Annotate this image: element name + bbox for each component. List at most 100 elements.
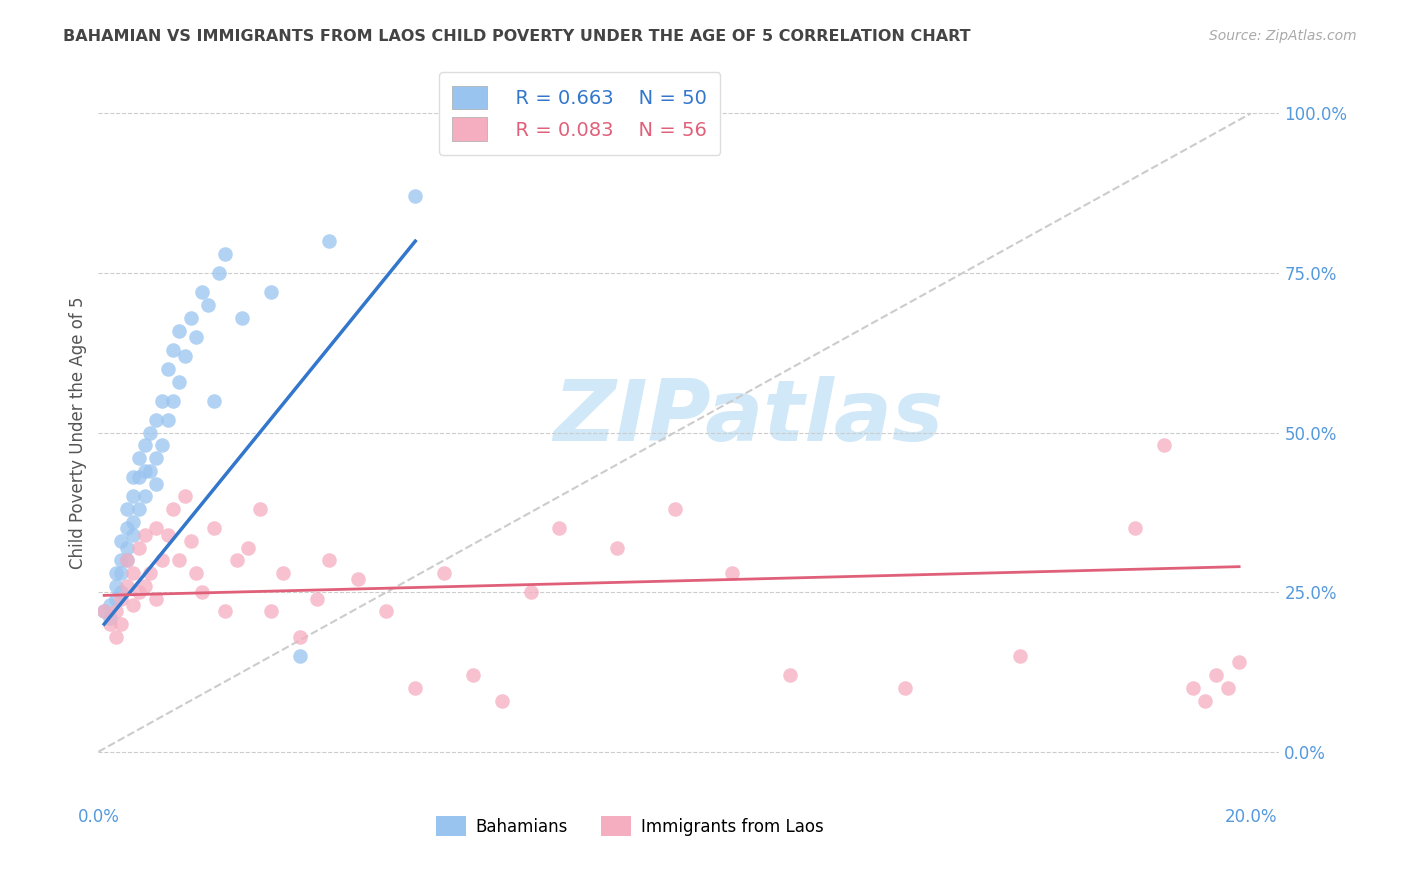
Point (288, 648, 311, 663)
Point (1216, 681, 1239, 695)
Point (1182, 681, 1205, 695)
Point (110, 617, 132, 632)
Point (122, 566, 145, 580)
Text: Source: ZipAtlas.com: Source: ZipAtlas.com (1209, 29, 1357, 43)
Point (134, 579, 156, 593)
Point (134, 438, 156, 452)
Point (167, 324, 190, 338)
Point (1153, 438, 1175, 452)
Point (115, 502, 138, 516)
Point (208, 266, 231, 280)
Point (115, 553, 138, 567)
Point (162, 343, 184, 357)
Point (145, 591, 167, 606)
Point (104, 630, 127, 644)
Point (180, 310, 202, 325)
Point (186, 566, 208, 580)
Point (491, 694, 513, 708)
Point (110, 585, 132, 599)
Point (122, 490, 145, 504)
Point (145, 476, 167, 491)
Point (122, 515, 145, 529)
Point (231, 310, 253, 325)
Point (202, 521, 225, 535)
Point (249, 502, 271, 516)
Point (173, 349, 195, 363)
Point (122, 470, 145, 484)
Point (318, 553, 340, 567)
Point (238, 541, 260, 555)
Point (180, 534, 202, 549)
Point (197, 298, 219, 312)
Point (98, 598, 121, 612)
Point (93, 604, 115, 618)
Point (202, 393, 225, 408)
Point (404, 189, 426, 203)
Point (156, 413, 179, 427)
Point (779, 668, 801, 682)
Point (145, 413, 167, 427)
Point (167, 375, 190, 389)
Point (145, 451, 167, 466)
Point (150, 553, 173, 567)
Point (139, 464, 162, 478)
Point (191, 585, 214, 599)
Legend: Bahamians, Immigrants from Laos: Bahamians, Immigrants from Laos (426, 806, 834, 847)
Point (122, 598, 145, 612)
Point (606, 541, 628, 555)
Point (139, 425, 162, 440)
Point (260, 285, 283, 300)
Point (110, 566, 132, 580)
Point (375, 604, 398, 618)
Point (115, 553, 138, 567)
Point (894, 681, 917, 695)
Point (110, 553, 132, 567)
Point (271, 566, 294, 580)
Point (134, 527, 156, 541)
Point (664, 502, 686, 516)
Point (98, 611, 121, 625)
Point (128, 541, 150, 555)
Point (404, 681, 426, 695)
Point (98, 617, 121, 632)
Point (115, 541, 138, 555)
Point (167, 553, 190, 567)
Point (318, 234, 340, 248)
Point (150, 393, 173, 408)
Point (721, 566, 744, 580)
Point (115, 521, 138, 535)
Point (519, 585, 541, 599)
Point (548, 521, 571, 535)
Point (110, 591, 132, 606)
Point (139, 566, 162, 580)
Point (1194, 694, 1216, 708)
Point (1205, 668, 1227, 682)
Text: BAHAMIAN VS IMMIGRANTS FROM LAOS CHILD POVERTY UNDER THE AGE OF 5 CORRELATION CH: BAHAMIAN VS IMMIGRANTS FROM LAOS CHILD P… (63, 29, 972, 44)
Point (162, 502, 184, 516)
Point (110, 534, 132, 549)
Point (104, 591, 127, 606)
Point (260, 604, 283, 618)
Point (145, 521, 167, 535)
Point (128, 470, 150, 484)
Point (162, 393, 184, 408)
Point (104, 566, 127, 580)
Point (128, 585, 150, 599)
Point (214, 247, 236, 261)
Point (433, 566, 456, 580)
Point (225, 553, 247, 567)
Point (346, 573, 368, 587)
Point (461, 668, 484, 682)
Point (104, 579, 127, 593)
Point (128, 451, 150, 466)
Text: ZIPatlas: ZIPatlas (553, 376, 943, 459)
Point (134, 464, 156, 478)
Y-axis label: Child Poverty Under the Age of 5: Child Poverty Under the Age of 5 (69, 296, 87, 569)
Point (115, 579, 138, 593)
Point (186, 330, 208, 344)
Point (156, 527, 179, 541)
Point (122, 527, 145, 541)
Point (288, 630, 311, 644)
Point (93, 604, 115, 618)
Point (150, 438, 173, 452)
